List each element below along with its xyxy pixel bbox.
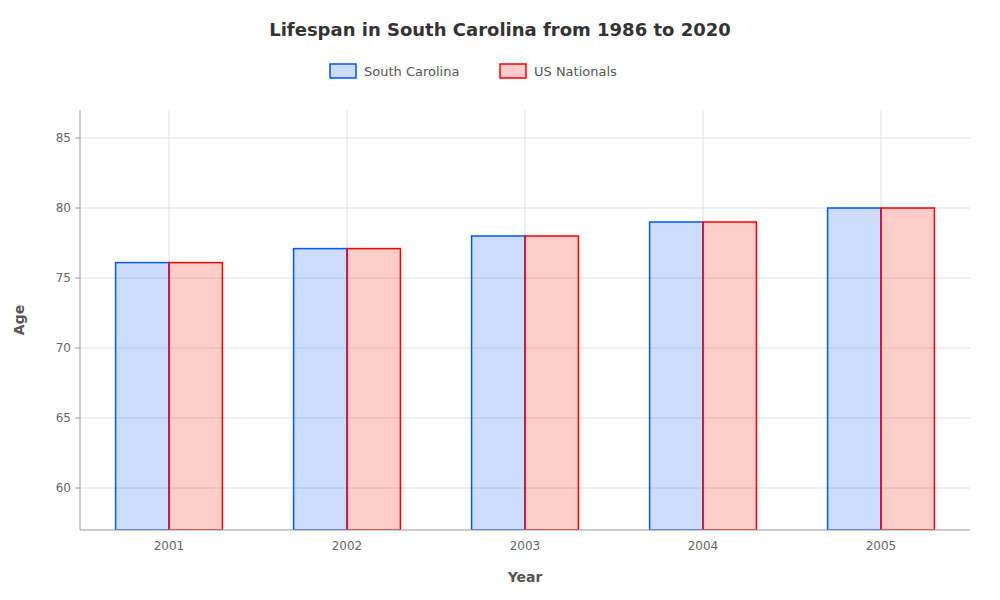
legend: South Carolina US Nationals: [330, 64, 617, 79]
bars: [116, 208, 935, 530]
bar: [472, 236, 525, 530]
bar: [347, 249, 400, 530]
y-tick-label: 85: [56, 131, 71, 145]
legend-label: US Nationals: [534, 64, 617, 79]
y-tick: [75, 278, 80, 279]
legend-swatch: [500, 64, 526, 78]
x-tick-label: 2001: [154, 539, 185, 553]
bar: [881, 208, 934, 530]
y-tick: [75, 418, 80, 419]
x-tick-label: 2004: [688, 539, 719, 553]
bar: [650, 222, 703, 530]
x-tick-label: 2003: [510, 539, 541, 553]
chart: 60 65 70 75 80 85 2001 2002 2003 2004 2005 Year Age L…: [0, 0, 1000, 600]
y-tick-label: 80: [56, 201, 71, 215]
bar: [294, 249, 347, 530]
bar: [525, 236, 578, 530]
bar: [703, 222, 756, 530]
y-tick: [75, 348, 80, 349]
x-axis-label: Year: [507, 569, 543, 585]
y-tick: [75, 488, 80, 489]
bar: [169, 263, 222, 530]
y-axis-label: Age: [11, 305, 27, 335]
chart-container: 60 65 70 75 80 85 2001 2002 2003 2004 2005 Year Age L…: [0, 0, 1000, 600]
x-tick-label: 2005: [866, 539, 897, 553]
y-tick: [75, 208, 80, 209]
x-axis-line: [80, 530, 970, 531]
y-tick-label: 60: [56, 481, 71, 495]
bar: [116, 263, 169, 530]
legend-swatch: [330, 64, 356, 78]
title: Lifespan in South Carolina from 1986 to …: [269, 19, 731, 40]
y-tick-label: 70: [56, 341, 71, 355]
y-tick-label: 75: [56, 271, 71, 285]
y-axis-line: [80, 110, 81, 530]
grid: [80, 110, 970, 530]
legend-label: South Carolina: [364, 64, 459, 79]
x-tick-label: 2002: [332, 539, 363, 553]
y-tick: [75, 138, 80, 139]
bar: [828, 208, 881, 530]
y-tick-label: 65: [56, 411, 71, 425]
